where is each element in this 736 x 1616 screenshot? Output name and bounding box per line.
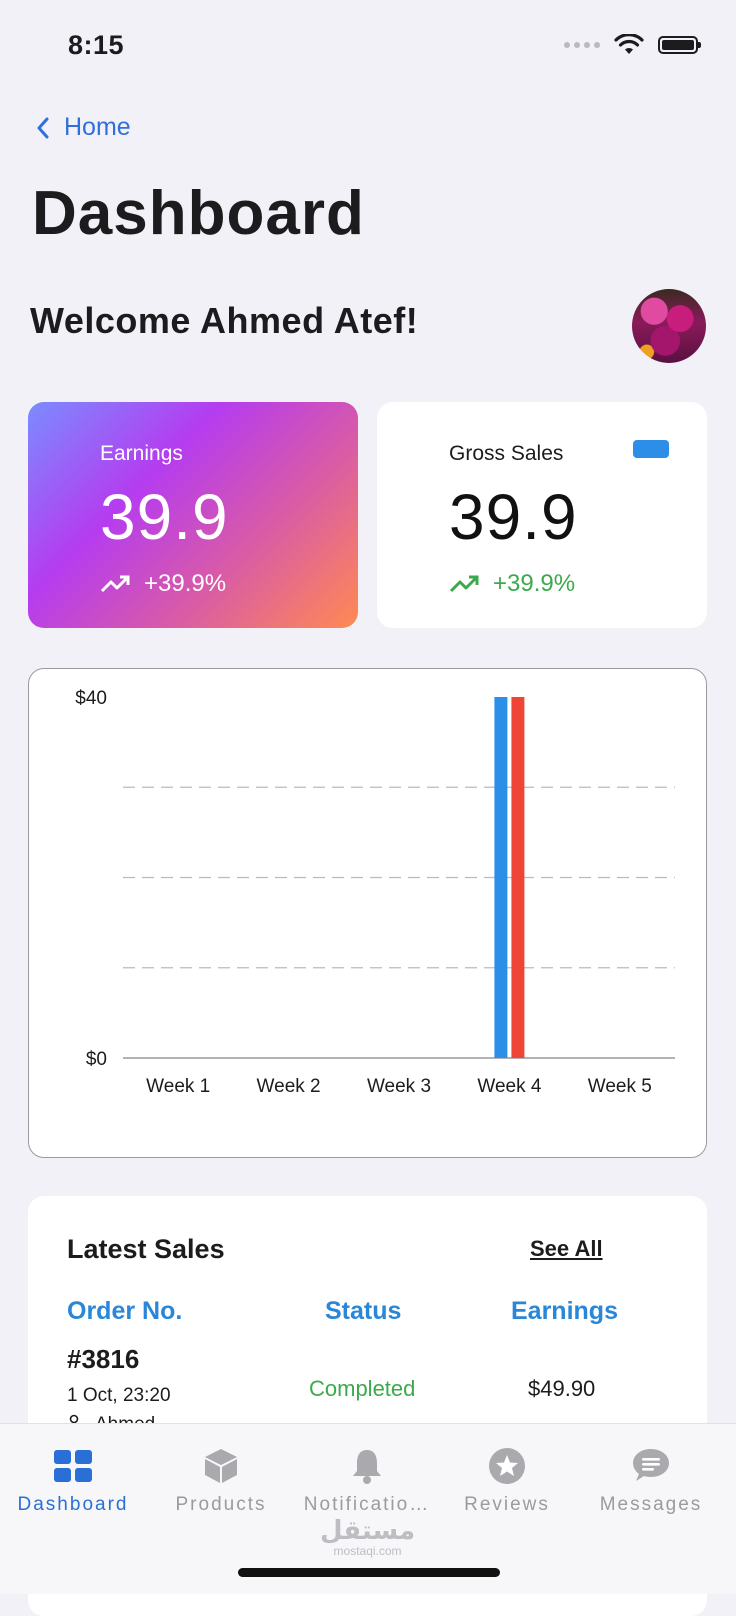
x-tick-label: Week 1 (146, 1076, 210, 1097)
watermark-latin: mostaqi.com (333, 1544, 402, 1558)
y-tick-label: $0 (86, 1049, 107, 1070)
x-tick-label: Week 2 (257, 1076, 321, 1097)
see-all-link[interactable]: See All (530, 1236, 603, 1261)
earnings-card[interactable]: Earnings 39.9 +39.9% (28, 402, 358, 628)
column-order-no: Order No. (67, 1297, 183, 1325)
watermark-arabic: مستقل (320, 1515, 416, 1545)
tab-dashboard[interactable]: Dashboard (0, 1446, 148, 1516)
chart-bar (511, 697, 525, 1058)
chat-icon (631, 1446, 671, 1486)
home-indicator (238, 1568, 500, 1577)
sales-chart: $0 $40 Week 1 Week 2 Week 3 Week 4 Week 5 (75, 688, 675, 1097)
box-icon (201, 1446, 241, 1486)
battery-icon (658, 36, 701, 54)
y-tick-label: $40 (75, 688, 107, 709)
status-icons (564, 34, 701, 56)
tab-products[interactable]: Products (146, 1446, 296, 1516)
tab-label: Dashboard (17, 1494, 129, 1515)
column-earnings: Earnings (511, 1297, 618, 1325)
chevron-left-icon (37, 117, 49, 138)
trending-up-icon (449, 575, 479, 593)
earnings-trend: +39.9% (100, 570, 226, 598)
gross-sales-label: Gross Sales (449, 442, 564, 465)
tab-label: Notificatio… (303, 1494, 431, 1515)
tab-messages[interactable]: Messages (576, 1446, 726, 1516)
gross-sales-change: +39.9% (493, 570, 576, 597)
signal-icon (564, 42, 600, 48)
status-bar: 8:15 (0, 0, 736, 90)
x-tick-label: Week 3 (367, 1076, 431, 1097)
earnings-label: Earnings (100, 442, 183, 465)
earnings-value: 39.9 (100, 481, 229, 553)
order-number: #3816 (67, 1344, 140, 1374)
tab-label: Products (175, 1494, 267, 1515)
avatar[interactable] (632, 289, 706, 363)
column-status: Status (325, 1297, 402, 1325)
back-button[interactable]: Home (36, 113, 131, 142)
star-icon (487, 1446, 527, 1486)
tab-label: Reviews (464, 1494, 550, 1515)
legend-swatch (633, 440, 669, 458)
order-status: Completed (309, 1376, 416, 1401)
bell-icon (347, 1446, 387, 1486)
latest-sales-title: Latest Sales (67, 1234, 225, 1264)
trending-up-icon (100, 575, 130, 593)
x-tick-label: Week 4 (477, 1076, 542, 1097)
gross-sales-trend: +39.9% (449, 570, 575, 598)
page-title: Dashboard (32, 179, 365, 248)
tab-notifications[interactable]: Notificatio… (292, 1446, 442, 1516)
grid-icon (53, 1446, 93, 1486)
status-time: 8:15 (68, 30, 125, 60)
back-label: Home (64, 113, 131, 141)
watermark: مستقل mostaqi.com (320, 1515, 415, 1558)
gross-sales-value: 39.9 (449, 481, 578, 553)
tab-label: Messages (599, 1494, 703, 1515)
sales-chart-card: $0 $40 Week 1 Week 2 Week 3 Week 4 Week 5 (28, 668, 707, 1158)
x-tick-label: Week 5 (588, 1076, 652, 1097)
gross-sales-card[interactable]: Gross Sales 39.9 +39.9% (377, 402, 707, 628)
order-earnings: $49.90 (528, 1376, 596, 1401)
order-date: 1 Oct, 23:20 (67, 1385, 171, 1406)
tab-bar: Dashboard Products Notificatio… Rev (0, 1423, 736, 1594)
chart-bar (494, 697, 508, 1058)
wifi-icon (614, 34, 644, 54)
earnings-change: +39.9% (144, 570, 227, 597)
tab-reviews[interactable]: Reviews (432, 1446, 582, 1516)
welcome-text: Welcome Ahmed Atef! (30, 300, 419, 341)
